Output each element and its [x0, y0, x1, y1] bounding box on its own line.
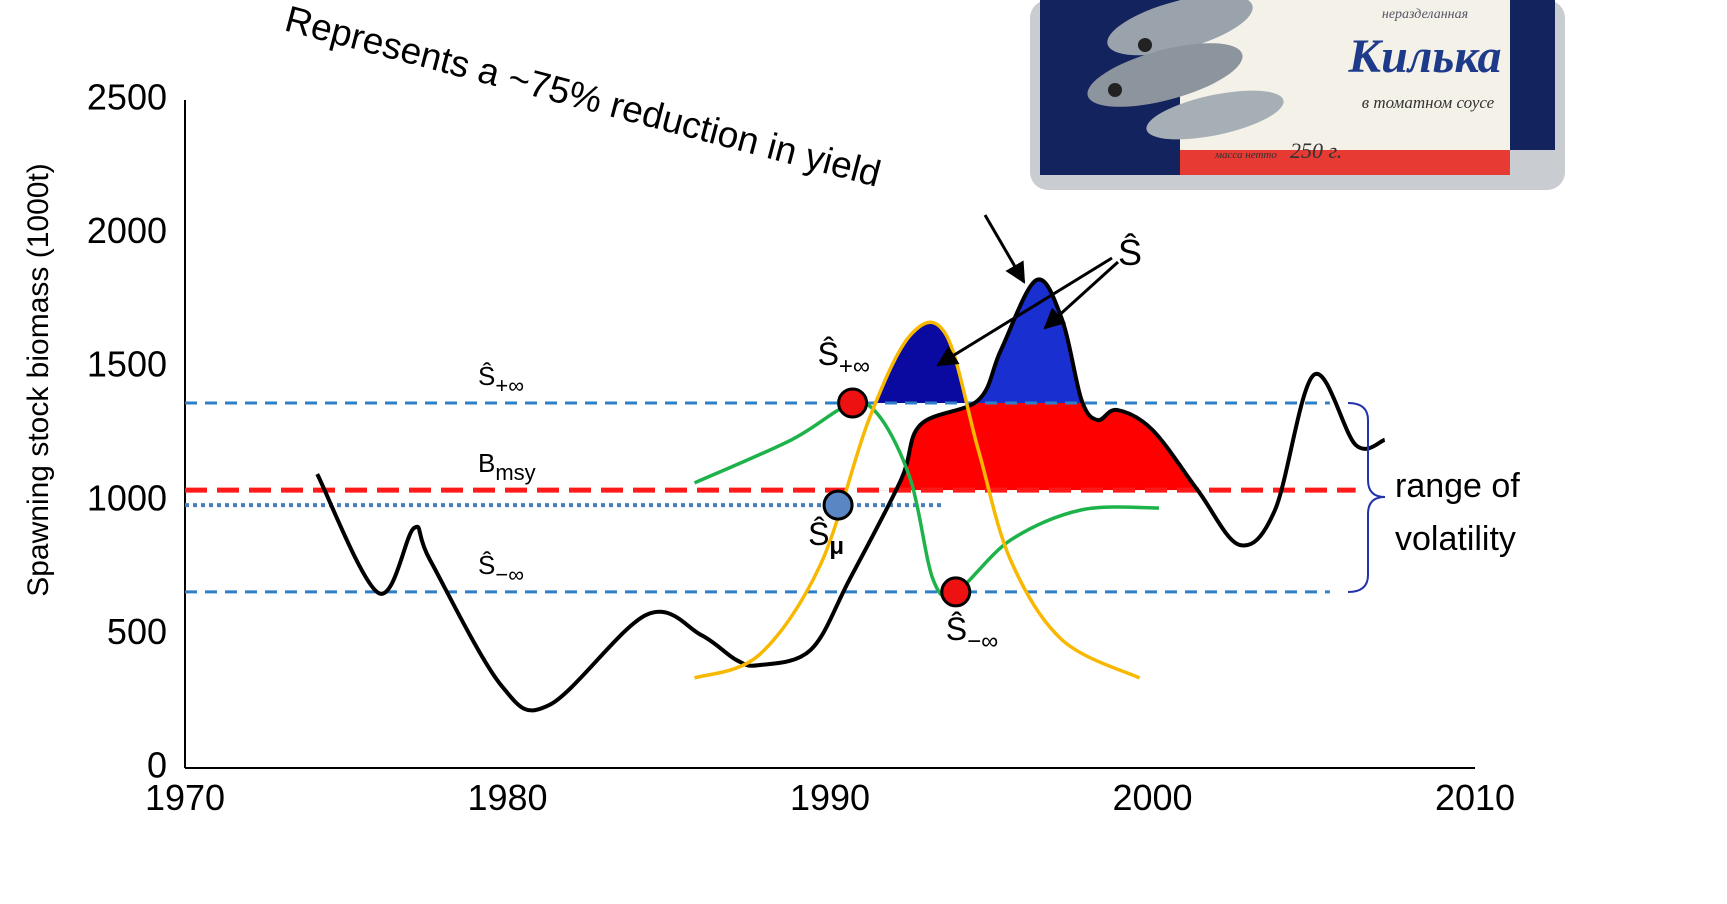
- y-tick-label: 500: [107, 611, 167, 652]
- y-tick-label: 2000: [87, 210, 167, 251]
- point: [839, 389, 867, 417]
- x-tick-label: 1980: [467, 777, 547, 818]
- y-tick-label: 1000: [87, 477, 167, 518]
- can-weight-label: масса нетто: [1214, 149, 1277, 161]
- brace: [1348, 403, 1385, 592]
- can-sauce: в томатном соусе: [1362, 93, 1495, 112]
- y-tick-label: 1500: [87, 344, 167, 385]
- x-tick-label: 2010: [1435, 777, 1515, 818]
- x-tick-label: 2000: [1112, 777, 1192, 818]
- label-sub: msy: [495, 460, 535, 485]
- label-sub: +∞: [839, 353, 870, 380]
- point: [942, 578, 970, 606]
- reference-label: Bmsy: [478, 448, 536, 485]
- label-sub: −∞: [495, 562, 524, 587]
- label-base: Ŝ: [946, 611, 967, 647]
- label-sub: −∞: [967, 628, 998, 655]
- can-brand: Килька: [1348, 30, 1502, 83]
- can-weight: 250 г.: [1290, 138, 1342, 163]
- point-label: Ŝ−∞: [946, 611, 998, 655]
- annotation: Represents a ~75% reduction in yield: [281, 0, 885, 195]
- can-subtitle: неразделанная: [1382, 7, 1468, 22]
- can-image: неразделанная Килька в томатном соусе ма…: [1030, 0, 1565, 190]
- reference-label: Ŝ+∞: [478, 361, 524, 398]
- arrow: [1045, 262, 1118, 328]
- point-label: Ŝ+∞: [818, 336, 870, 380]
- peak-label: Ŝ: [1118, 232, 1142, 273]
- chart: неразделанная Килька в томатном соусе ма…: [0, 0, 1727, 904]
- label-base: Ŝ: [818, 336, 839, 372]
- y-axis-label: Spawning stock biomass (1000t): [22, 163, 55, 597]
- reference-label: Ŝ−∞: [478, 550, 524, 587]
- label-base: Ŝ: [808, 516, 829, 552]
- x-tick-label: 1990: [790, 777, 870, 818]
- label-base: Ŝ: [478, 361, 495, 391]
- y-tick-label: 2500: [87, 77, 167, 118]
- page: неразделанная Килька в томатном соусе ма…: [0, 0, 1727, 904]
- point: [824, 491, 852, 519]
- label-base: B: [478, 448, 495, 478]
- arrow: [985, 215, 1024, 282]
- label-sub: μ: [829, 533, 844, 560]
- x-tick-label: 1970: [145, 777, 225, 818]
- series-line: [317, 279, 1384, 710]
- range-label: volatility: [1395, 520, 1516, 558]
- label-base: Ŝ: [478, 550, 495, 580]
- label-sub: +∞: [495, 373, 524, 398]
- range-label: range of: [1395, 467, 1520, 505]
